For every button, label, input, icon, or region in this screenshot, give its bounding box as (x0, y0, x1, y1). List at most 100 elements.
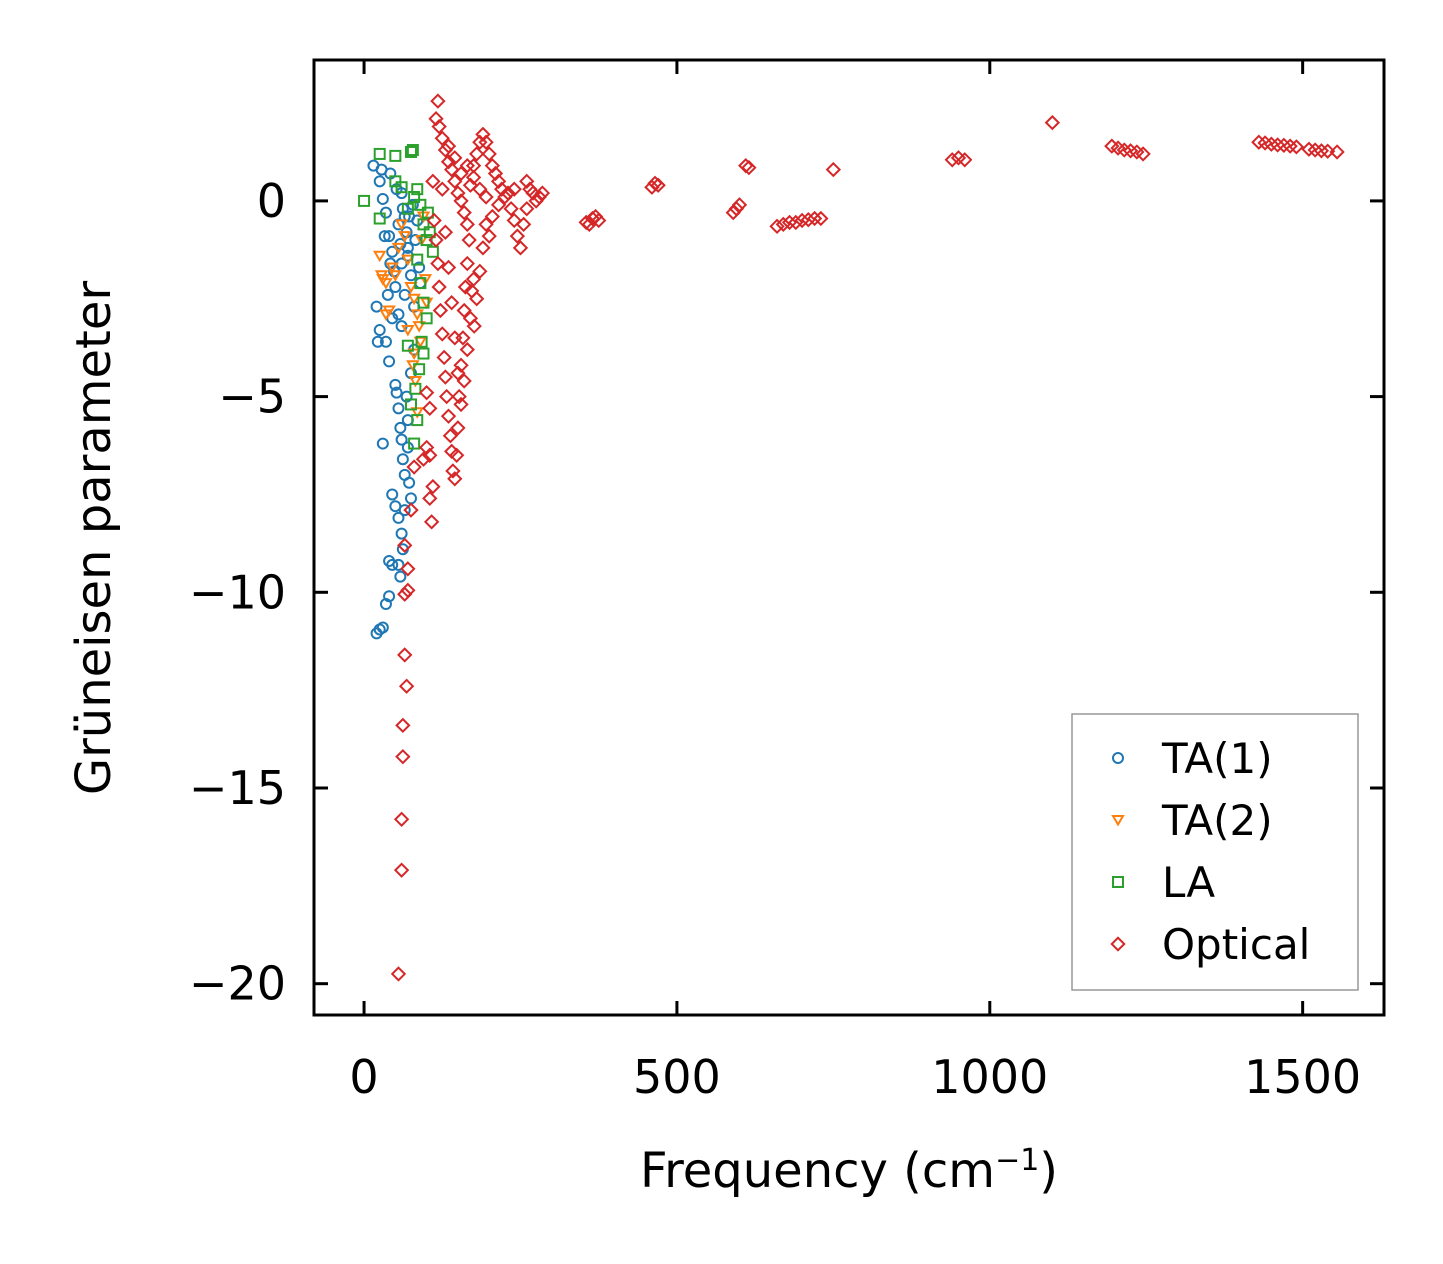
data-point (456, 302, 472, 319)
axes-frame (312, 58, 1386, 1017)
data-point (437, 224, 454, 240)
y-tick-label: −10 (189, 565, 286, 619)
data-point (386, 488, 399, 501)
data-point (418, 274, 433, 286)
data-point (450, 420, 466, 436)
legend-marker (1112, 752, 1124, 764)
x-tick-label: 1500 (1244, 1050, 1361, 1104)
data-point (519, 173, 535, 189)
data-point (725, 204, 741, 221)
data-point (371, 335, 384, 348)
data-point (408, 375, 423, 388)
data-point (418, 439, 435, 456)
data-point (453, 193, 469, 209)
data-point (459, 158, 475, 174)
data-point (390, 966, 407, 982)
data-point (528, 193, 544, 209)
data-point (459, 216, 475, 233)
data-point (728, 201, 745, 217)
data-point (487, 165, 504, 182)
data-point (519, 201, 535, 217)
data-point (401, 202, 414, 215)
data-point (813, 210, 829, 227)
data-point (434, 130, 450, 146)
data-point (506, 212, 522, 229)
data-point (591, 212, 607, 229)
data-point (388, 270, 403, 282)
data-point (401, 325, 415, 337)
data-point (414, 198, 427, 211)
data-point (453, 357, 469, 373)
data-point (490, 197, 507, 213)
legend-label: Optical (1162, 920, 1310, 969)
data-point (376, 192, 389, 205)
data-point (403, 476, 416, 489)
data-point (447, 471, 463, 487)
data-point (449, 447, 465, 463)
data-point (370, 300, 383, 313)
data-point (400, 561, 416, 577)
data-point (401, 241, 414, 254)
data-point (404, 398, 417, 411)
data-point (417, 296, 430, 309)
data-point (423, 226, 436, 239)
data-point (428, 111, 444, 127)
x-tick-label: 0 (349, 1050, 378, 1104)
legend: TA(1) TA(2) LA Optical (1071, 713, 1359, 991)
data-point (481, 228, 497, 244)
data-point (430, 93, 446, 109)
data-point (413, 363, 426, 376)
data-point (398, 210, 411, 223)
data-point (494, 181, 510, 197)
data-point (376, 437, 389, 450)
data-point (484, 158, 500, 174)
data-point (403, 502, 419, 518)
data-point (409, 382, 422, 395)
data-point (395, 717, 411, 734)
x-axis-label: Frequency (cm−1) (640, 1143, 1058, 1200)
data-point (422, 447, 438, 463)
data-point (404, 282, 418, 294)
data-point (512, 240, 529, 256)
data-point (806, 210, 823, 227)
data-point (581, 216, 597, 233)
data-point (373, 212, 386, 225)
legend-label: TA(1) (1161, 734, 1273, 783)
data-point (407, 293, 421, 306)
data-point (418, 385, 435, 401)
data-point (412, 321, 426, 333)
data-point (425, 173, 441, 189)
data-point (422, 400, 438, 417)
data-point (465, 169, 482, 186)
data-point (515, 216, 532, 233)
data-point (644, 179, 660, 195)
data-point (401, 254, 415, 267)
data-point (447, 150, 463, 166)
data-point (358, 194, 371, 207)
data-point (410, 407, 424, 419)
data-points-layer (358, 93, 1345, 982)
data-point (394, 219, 409, 231)
data-point (401, 441, 414, 454)
data-point (417, 218, 430, 231)
data-point (775, 216, 791, 233)
data-point (395, 749, 411, 765)
data-point (428, 232, 444, 248)
data-point (430, 255, 446, 272)
data-point (650, 177, 666, 193)
data-point (440, 154, 457, 170)
data-point (404, 145, 417, 158)
data-point (438, 388, 455, 405)
series-optical (390, 93, 1345, 982)
data-point (379, 335, 392, 348)
y-axis-label: Grüneisen parameter (66, 281, 122, 796)
data-point (1288, 139, 1305, 155)
data-point (434, 181, 450, 197)
data-point (426, 212, 442, 229)
data-point (390, 386, 403, 399)
data-point (456, 373, 472, 389)
data-point (475, 126, 491, 143)
data-point (481, 146, 497, 162)
data-point (372, 250, 387, 263)
